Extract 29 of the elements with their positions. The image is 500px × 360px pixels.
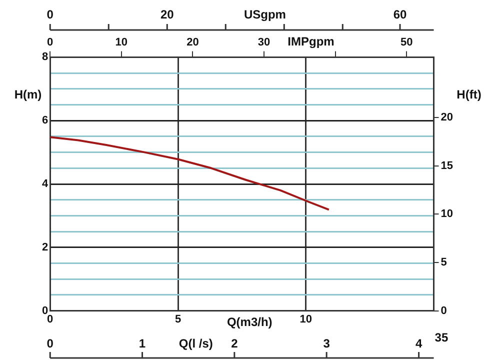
y-tick-label: 0 bbox=[42, 304, 48, 317]
y2-tick-label: 20 bbox=[440, 112, 454, 124]
y2-axis-title: H(ft) bbox=[456, 88, 482, 102]
x-tick-label: 10 bbox=[300, 313, 312, 326]
text: Q(l /s) bbox=[178, 336, 213, 350]
text: 20 bbox=[160, 7, 174, 22]
y-tick-label: 2 bbox=[42, 241, 48, 254]
x2-tick-label: 10 bbox=[115, 36, 128, 49]
x2-tick-label: 30 bbox=[258, 36, 270, 49]
y-tick-label: 6 bbox=[42, 114, 48, 127]
y-tick-label: 8 bbox=[42, 51, 48, 64]
text: 4 bbox=[415, 336, 422, 350]
text: 2 bbox=[231, 336, 238, 350]
x2-tick-label: 20 bbox=[186, 36, 199, 49]
text: 60 bbox=[393, 7, 407, 22]
text: USgpm bbox=[244, 7, 286, 22]
y2-tick-label: 10 bbox=[440, 208, 454, 220]
text: 35 bbox=[434, 330, 448, 344]
x-tick-label: 5 bbox=[174, 313, 182, 326]
y-axis-title: H(m) bbox=[14, 88, 42, 102]
y2-tick-label: 5 bbox=[440, 256, 447, 269]
y2-tick-label: 15 bbox=[440, 160, 454, 172]
text: 1 bbox=[138, 336, 146, 350]
y-tick-label: 4 bbox=[42, 178, 49, 190]
x2-axis-title: IMPgpm bbox=[288, 34, 334, 48]
x-axis-title: Q(m3/h) bbox=[226, 315, 272, 330]
x2-tick-label: 50 bbox=[400, 36, 413, 49]
y2-tick-label: 0 bbox=[440, 304, 447, 317]
text: 3 bbox=[323, 336, 330, 350]
